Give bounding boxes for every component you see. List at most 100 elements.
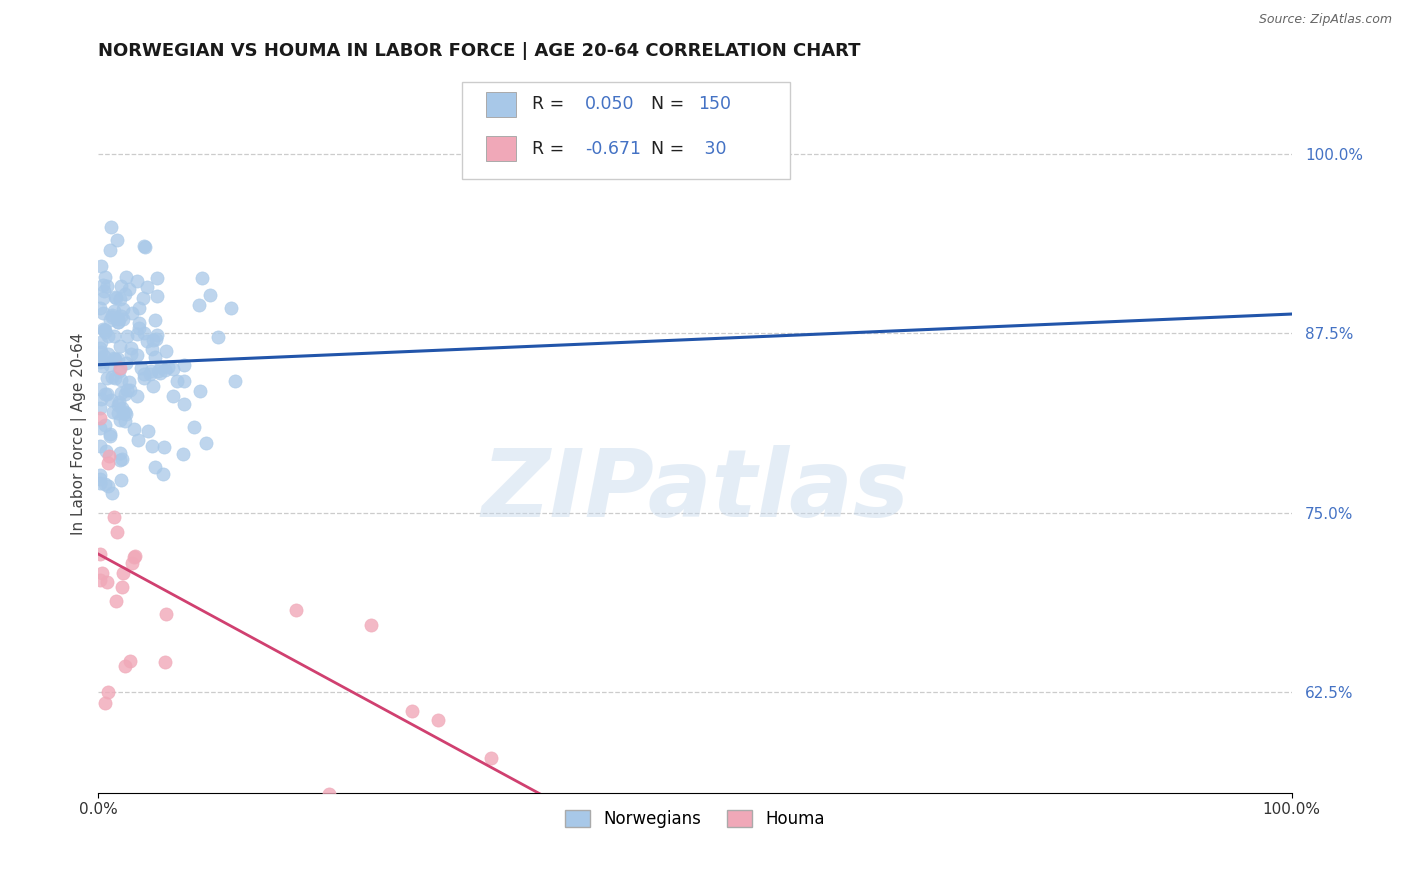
Point bbox=[89, 547, 111, 561]
Point bbox=[141, 379, 163, 393]
Point bbox=[108, 364, 131, 378]
Point bbox=[90, 345, 112, 359]
Point bbox=[166, 374, 188, 388]
Point bbox=[172, 447, 194, 461]
Point bbox=[153, 363, 176, 377]
Point bbox=[97, 449, 120, 463]
Legend: Norwegians, Houma: Norwegians, Houma bbox=[558, 803, 831, 835]
Point bbox=[135, 280, 157, 294]
Point bbox=[162, 389, 184, 403]
FancyBboxPatch shape bbox=[486, 92, 516, 117]
Point bbox=[118, 654, 141, 668]
Point bbox=[125, 389, 148, 403]
Point bbox=[401, 704, 423, 718]
Point bbox=[187, 298, 209, 312]
Point bbox=[285, 603, 308, 617]
Point bbox=[90, 260, 112, 274]
Point bbox=[98, 358, 121, 372]
Point bbox=[145, 313, 167, 327]
Point bbox=[149, 366, 172, 380]
Point bbox=[110, 446, 132, 460]
Text: N =: N = bbox=[651, 140, 685, 158]
Point bbox=[89, 382, 111, 396]
Point bbox=[108, 293, 131, 307]
Point bbox=[94, 325, 117, 339]
Point bbox=[111, 401, 134, 416]
Point bbox=[198, 287, 221, 301]
Point bbox=[479, 751, 502, 765]
Point bbox=[89, 476, 111, 491]
Point bbox=[135, 334, 157, 349]
Point bbox=[107, 406, 129, 420]
Point bbox=[152, 467, 174, 482]
Text: 150: 150 bbox=[699, 95, 731, 113]
Point bbox=[89, 467, 111, 482]
Text: 0.050: 0.050 bbox=[585, 95, 634, 113]
Text: 30: 30 bbox=[699, 140, 725, 158]
Point bbox=[427, 713, 450, 727]
Point bbox=[100, 220, 122, 235]
Point bbox=[114, 405, 136, 419]
Point bbox=[360, 617, 382, 632]
Text: R =: R = bbox=[531, 95, 564, 113]
Point bbox=[132, 371, 155, 385]
Point bbox=[139, 364, 162, 378]
Point bbox=[96, 444, 118, 458]
Point bbox=[207, 330, 229, 344]
Point bbox=[128, 316, 150, 330]
Point bbox=[103, 510, 125, 524]
Point bbox=[121, 556, 143, 570]
Point bbox=[114, 387, 136, 401]
Point bbox=[101, 485, 124, 500]
Point bbox=[224, 374, 246, 388]
Point bbox=[104, 291, 127, 305]
Point bbox=[103, 328, 125, 343]
Point bbox=[153, 440, 176, 454]
Point bbox=[98, 429, 121, 443]
Point bbox=[100, 370, 122, 384]
Point bbox=[141, 343, 163, 357]
Point bbox=[107, 398, 129, 412]
Point bbox=[141, 439, 163, 453]
Point bbox=[97, 479, 120, 493]
Text: -0.671: -0.671 bbox=[585, 140, 641, 158]
Text: NORWEGIAN VS HOUMA IN LABOR FORCE | AGE 20-64 CORRELATION CHART: NORWEGIAN VS HOUMA IN LABOR FORCE | AGE … bbox=[98, 42, 860, 60]
Point bbox=[107, 315, 129, 329]
Point bbox=[100, 393, 122, 408]
Point bbox=[219, 301, 242, 316]
Point bbox=[89, 355, 111, 369]
Point bbox=[191, 271, 214, 285]
Point bbox=[111, 580, 134, 594]
Point bbox=[124, 549, 146, 563]
Point bbox=[107, 315, 129, 329]
Point bbox=[153, 655, 176, 669]
Point bbox=[115, 356, 138, 370]
Point bbox=[103, 405, 125, 419]
Point bbox=[136, 425, 159, 439]
Point bbox=[108, 339, 131, 353]
Point bbox=[173, 374, 195, 388]
Point bbox=[96, 371, 118, 385]
Point bbox=[110, 386, 132, 401]
Point bbox=[110, 279, 132, 293]
Point bbox=[156, 359, 179, 374]
Point bbox=[598, 852, 620, 866]
Point bbox=[111, 406, 134, 420]
Point bbox=[138, 367, 160, 381]
Point bbox=[93, 321, 115, 335]
Point bbox=[108, 361, 131, 376]
Point bbox=[114, 287, 136, 301]
Point bbox=[104, 594, 127, 608]
Point bbox=[105, 524, 128, 539]
Point bbox=[104, 371, 127, 385]
Point bbox=[120, 347, 142, 361]
Point bbox=[111, 566, 134, 581]
Point bbox=[127, 348, 149, 362]
Point bbox=[89, 573, 111, 587]
Point bbox=[318, 787, 340, 801]
Point bbox=[98, 243, 121, 257]
Y-axis label: In Labor Force | Age 20-64: In Labor Force | Age 20-64 bbox=[72, 333, 87, 535]
Point bbox=[96, 575, 118, 590]
Point bbox=[97, 684, 120, 698]
Point bbox=[89, 472, 111, 486]
